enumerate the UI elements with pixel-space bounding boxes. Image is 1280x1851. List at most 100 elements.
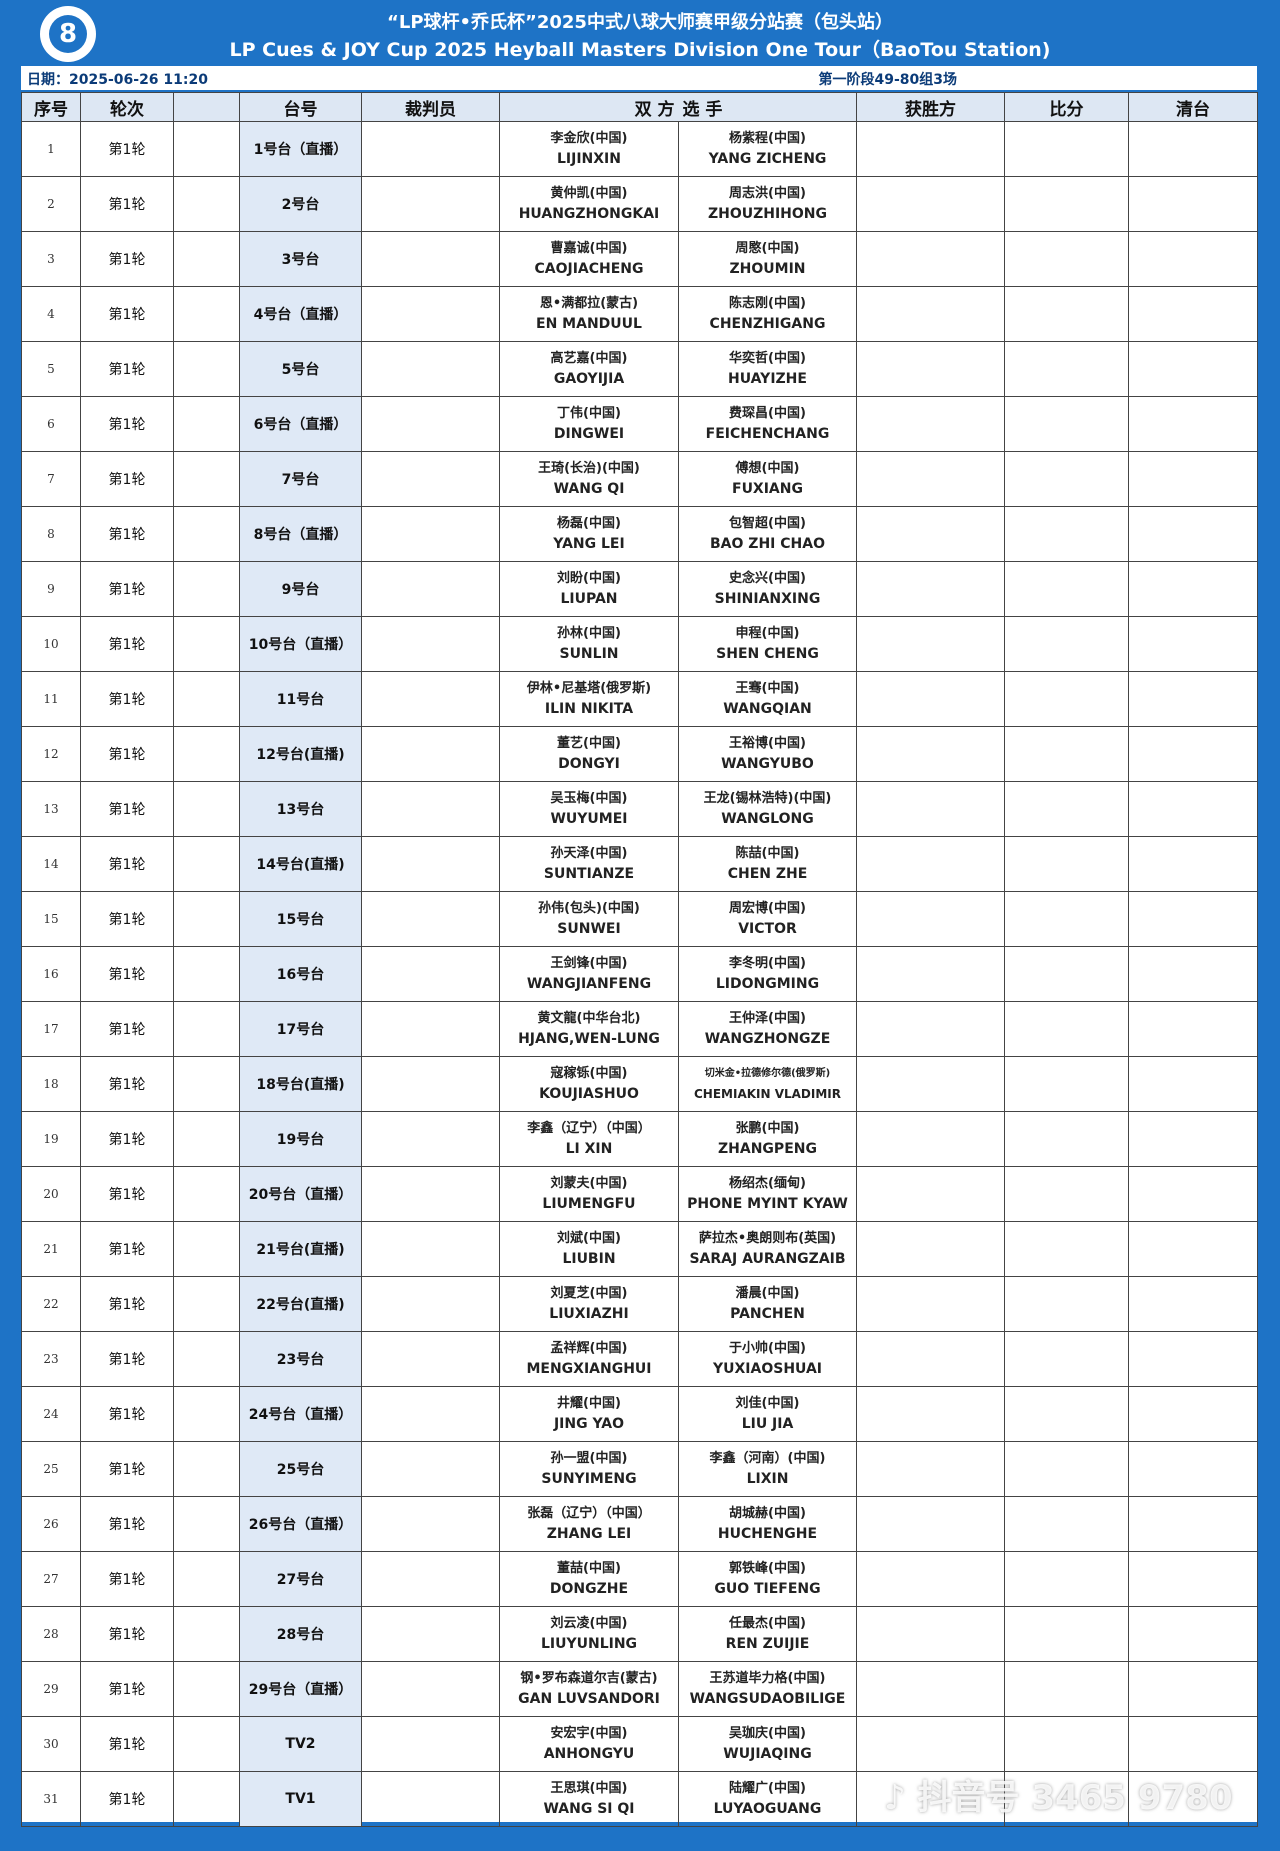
score-cell (1004, 1056, 1129, 1112)
score-cell (1004, 1496, 1129, 1552)
clearance-cell (1128, 1496, 1258, 1552)
serial-cell: 22 (21, 1276, 81, 1332)
round-cell: 第1轮 (80, 121, 174, 177)
round-cell: 第1轮 (80, 1716, 174, 1772)
table-cell: TV2 (239, 1716, 362, 1772)
player1-name-cn: 黄仲凯(中国) (550, 186, 628, 201)
winner-cell (856, 176, 1005, 232)
player1-cell: 张磊（辽宁）（中国） ZHANG LEI (499, 1496, 679, 1552)
serial-cell: 2 (21, 176, 81, 232)
round-cell: 第1轮 (80, 891, 174, 947)
table-row: 28 第1轮 28号台 刘云凌(中国) LIUYUNLING 任最杰(中国) REN ZUI… (21, 1606, 1258, 1662)
table-cell: 23号台 (239, 1331, 362, 1387)
player2-name-cn: 周愍(中国) (735, 241, 800, 256)
player1-name-en: ANHONGYU (543, 1746, 635, 1762)
table-row: 14 第1轮 14号台(直播) 孙天泽(中国) SUNTIANZE 陈喆(中国) CHEN … (21, 836, 1258, 892)
table-row: 12 第1轮 12号台(直播) 董艺(中国) DONGYI 王裕博(中国) WANGYUBO (21, 726, 1258, 782)
referee-cell (361, 1001, 500, 1057)
player2-name-cn: 包智超(中国) (729, 516, 806, 531)
table-row: 16 第1轮 16号台 王剑锋(中国) WANGJIANFENG 李冬明(中国) LIDON… (21, 946, 1258, 1002)
blank-cell (173, 1551, 240, 1607)
clearance-cell (1128, 1386, 1258, 1442)
clearance-cell (1128, 1551, 1258, 1607)
player2-name-en: WANGZHONGZE (704, 1031, 831, 1047)
table-number: 4号台（直播） (253, 307, 348, 323)
clearance-cell (1128, 946, 1258, 1002)
player1-name-cn: 刘斌(中国) (557, 1231, 621, 1246)
serial-cell: 31 (21, 1771, 81, 1827)
player1-name-en: DONGYI (558, 756, 620, 772)
round-label: 第1轮 (108, 142, 146, 158)
table-row: 3 第1轮 3号台 曹嘉诚(中国) CAOJIACHENG 周愍(中国) ZHOUMIN (21, 231, 1258, 287)
blank-cell (173, 1056, 240, 1112)
player1-cell: 伊林•尼基塔(俄罗斯) ILIN NIKITA (499, 671, 679, 727)
round-cell: 第1轮 (80, 946, 174, 1002)
player1-name-cn: 钢•罗布森道尔吉(蒙古) (520, 1671, 658, 1686)
table-row: 31 第1轮 TV1 王思琪(中国) WANG SI QI 陆耀广(中国) LUYAOGUA… (21, 1771, 1258, 1827)
round-label: 第1轮 (108, 472, 146, 488)
blank-cell (173, 341, 240, 397)
player2-name-en: BAO ZHI CHAO (710, 536, 825, 552)
player1-name-en: HUANGZHONGKAI (518, 206, 660, 222)
referee-cell (361, 341, 500, 397)
round-cell: 第1轮 (80, 1056, 174, 1112)
table-cell: 16号台 (239, 946, 362, 1002)
winner-cell (856, 1496, 1005, 1552)
player1-name-cn: 孙林(中国) (557, 626, 621, 641)
player2-name-en: SHINIANXING (714, 591, 821, 607)
blank-cell (173, 561, 240, 617)
player1-cell: 孙天泽(中国) SUNTIANZE (499, 836, 679, 892)
player1-name-en: LIJINXIN (557, 151, 621, 167)
table-cell: 24号台（直播） (239, 1386, 362, 1442)
player1-name-en: WANGJIANFENG (526, 976, 652, 992)
table-cell: 5号台 (239, 341, 362, 397)
round-label: 第1轮 (108, 692, 146, 708)
serial-number: 10 (43, 637, 59, 651)
player2-name-cn: 王龙(锡林浩特)(中国) (703, 791, 832, 806)
player2-name-en: YUXIAOSHUAI (712, 1361, 823, 1377)
clearance-cell (1128, 1221, 1258, 1277)
player2-name-cn: 郭铁峰(中国) (729, 1561, 806, 1576)
score-cell (1004, 176, 1129, 232)
round-cell: 第1轮 (80, 561, 174, 617)
player2-name-cn: 李鑫（河南）(中国) (709, 1451, 826, 1466)
score-cell (1004, 1606, 1129, 1662)
referee-cell (361, 726, 500, 782)
round-cell: 第1轮 (80, 616, 174, 672)
round-cell: 第1轮 (80, 726, 174, 782)
serial-number: 31 (43, 1792, 59, 1806)
player1-name-en: SUNWEI (557, 921, 621, 937)
player1-name-cn: 李鑫（辽宁）（中国） (527, 1121, 651, 1136)
serial-cell: 14 (21, 836, 81, 892)
referee-cell (361, 1056, 500, 1112)
round-label: 第1轮 (108, 1572, 146, 1588)
player2-name-en: VICTOR (738, 921, 797, 937)
player1-cell: 黄仲凯(中国) HUANGZHONGKAI (499, 176, 679, 232)
blank-cell (173, 781, 240, 837)
referee-cell (361, 891, 500, 947)
winner-cell (856, 506, 1005, 562)
player1-cell: 刘斌(中国) LIUBIN (499, 1221, 679, 1277)
player1-name-en: ZHANG LEI (546, 1526, 632, 1542)
clearance-cell (1128, 1661, 1258, 1717)
player2-cell: 萨拉杰•奥朗则布(英国) SARAJ AURANGZAIB (678, 1221, 857, 1277)
player2-name-en: CHENZHIGANG (709, 316, 826, 332)
player2-name-cn: 于小帅(中国) (729, 1341, 806, 1356)
serial-cell: 26 (21, 1496, 81, 1552)
column-header-score: 比分 (1004, 92, 1129, 122)
table-cell: 28号台 (239, 1606, 362, 1662)
referee-cell (361, 396, 500, 452)
schedule-sheet: 日期：2025-06-26 11:20 第一阶段49-80组3场 序号 轮次 台号裁… (21, 66, 1258, 1827)
player1-name-cn: 王思琪(中国) (550, 1781, 628, 1796)
table-cell: 19号台 (239, 1111, 362, 1167)
score-cell (1004, 1771, 1129, 1827)
round-label: 第1轮 (108, 802, 146, 818)
table-cell: 9号台 (239, 561, 362, 617)
round-label: 第1轮 (108, 307, 146, 323)
serial-cell: 7 (21, 451, 81, 507)
winner-cell (856, 231, 1005, 287)
player2-name-en: WANGYUBO (721, 756, 814, 772)
player1-cell: 井耀(中国) JING YAO (499, 1386, 679, 1442)
player2-name-cn: 萨拉杰•奥朗则布(英国) (698, 1231, 837, 1246)
player2-name-cn: 傅想(中国) (735, 461, 800, 476)
